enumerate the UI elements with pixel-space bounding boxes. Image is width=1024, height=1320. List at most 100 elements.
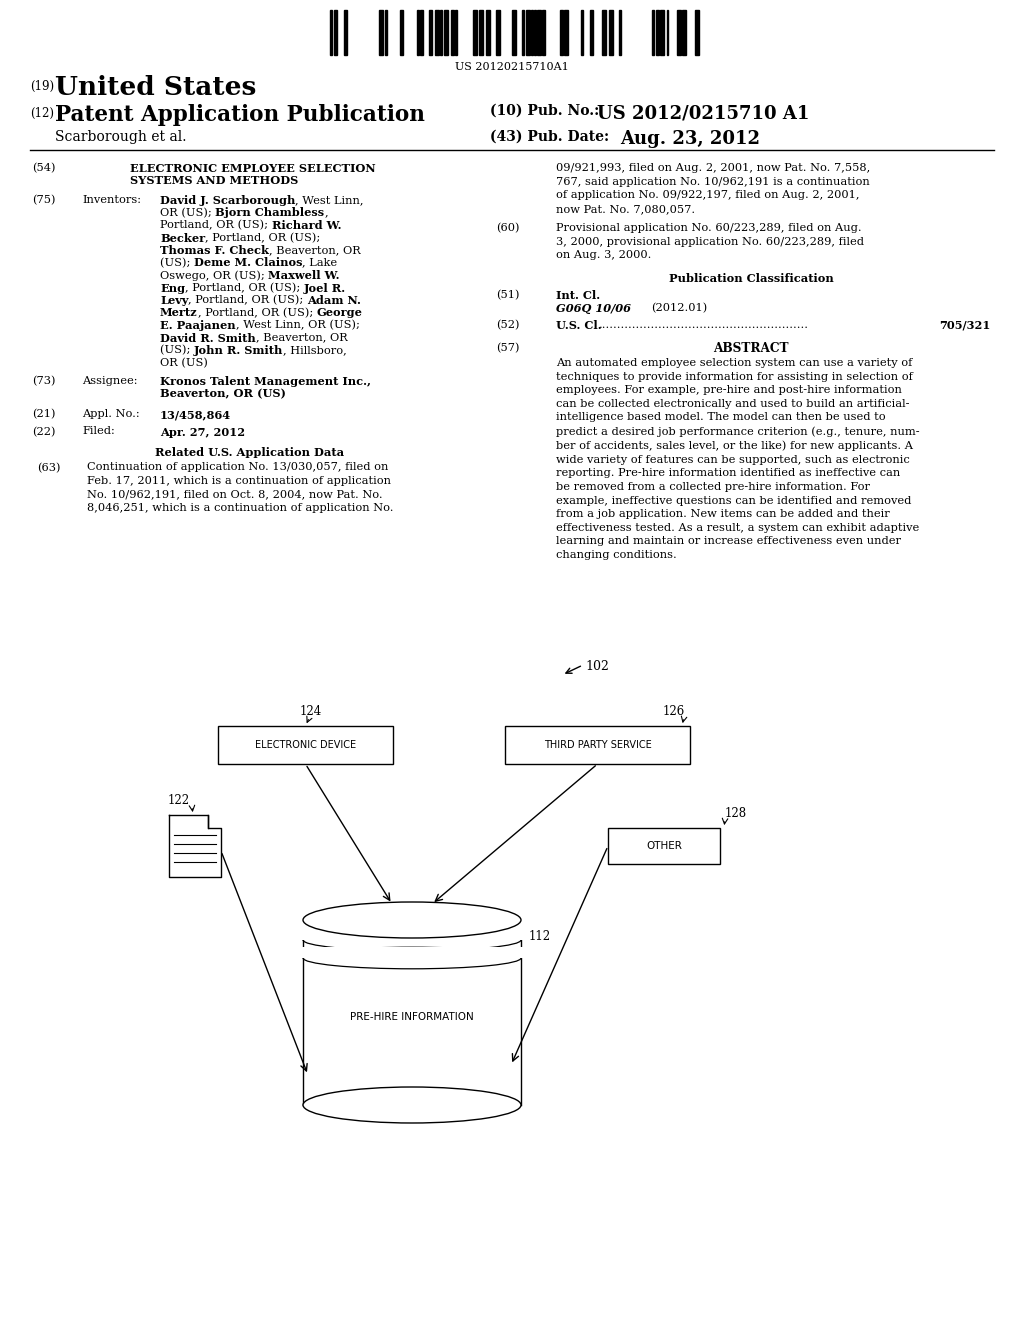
- Text: 112: 112: [529, 931, 551, 942]
- Text: 124: 124: [299, 705, 322, 718]
- Text: OTHER: OTHER: [646, 841, 682, 851]
- Text: Publication Classification: Publication Classification: [669, 272, 834, 284]
- Bar: [526, 11, 530, 55]
- Text: THIRD PARTY SERVICE: THIRD PARTY SERVICE: [544, 741, 651, 750]
- Bar: [695, 11, 699, 55]
- Bar: [443, 11, 447, 55]
- Text: 09/921,993, filed on Aug. 2, 2001, now Pat. No. 7,558,
767, said application No.: 09/921,993, filed on Aug. 2, 2001, now P…: [556, 162, 870, 214]
- Text: Maxwell W.: Maxwell W.: [268, 271, 340, 281]
- Text: ELECTRONIC EMPLOYEE SELECTION: ELECTRONIC EMPLOYEE SELECTION: [130, 162, 376, 174]
- Text: ,: ,: [325, 207, 328, 218]
- Text: (22): (22): [32, 426, 55, 437]
- Text: ABSTRACT: ABSTRACT: [714, 342, 788, 355]
- Bar: [560, 11, 563, 55]
- Text: OR (US): OR (US): [160, 358, 208, 368]
- Bar: [542, 11, 545, 55]
- Text: , Hillsboro,: , Hillsboro,: [284, 345, 347, 355]
- Text: Filed:: Filed:: [82, 426, 115, 437]
- Bar: [497, 11, 500, 55]
- Bar: [455, 11, 458, 55]
- Text: Appl. No.:: Appl. No.:: [82, 409, 139, 418]
- Text: ELECTRONIC DEVICE: ELECTRONIC DEVICE: [255, 741, 356, 750]
- Text: Becker: Becker: [160, 232, 205, 243]
- Text: Beaverton, OR (US): Beaverton, OR (US): [160, 388, 286, 400]
- Bar: [485, 11, 489, 55]
- Bar: [334, 11, 337, 55]
- Text: Mertz: Mertz: [160, 308, 198, 318]
- Bar: [620, 11, 621, 55]
- Bar: [385, 11, 387, 55]
- Bar: [379, 11, 383, 55]
- Text: Apr. 27, 2012: Apr. 27, 2012: [160, 426, 245, 437]
- Text: Assignee:: Assignee:: [82, 376, 137, 385]
- Ellipse shape: [303, 902, 521, 939]
- Text: (12): (12): [30, 107, 54, 120]
- Text: , Portland, OR (US);: , Portland, OR (US);: [205, 232, 321, 243]
- Bar: [609, 11, 613, 55]
- Bar: [522, 11, 524, 55]
- Bar: [667, 11, 669, 55]
- Bar: [451, 11, 454, 55]
- Text: (US);: (US);: [160, 257, 194, 268]
- Text: , West Linn,: , West Linn,: [295, 195, 364, 205]
- Text: OR (US);: OR (US);: [160, 207, 215, 218]
- Text: (54): (54): [32, 162, 55, 173]
- Bar: [417, 11, 419, 55]
- Text: David J. Scarborough: David J. Scarborough: [160, 195, 295, 206]
- Bar: [400, 11, 402, 55]
- Text: PRE-HIRE INFORMATION: PRE-HIRE INFORMATION: [350, 1012, 474, 1023]
- Bar: [655, 11, 658, 55]
- Text: Oswego, OR (US);: Oswego, OR (US);: [160, 271, 268, 281]
- Bar: [429, 11, 432, 55]
- Text: Related U.S. Application Data: Related U.S. Application Data: [156, 447, 344, 458]
- Text: United States: United States: [55, 75, 256, 100]
- Bar: [420, 11, 423, 55]
- Text: (2012.01): (2012.01): [651, 302, 708, 313]
- Text: (US);: (US);: [160, 345, 194, 355]
- Text: (75): (75): [32, 195, 55, 206]
- Text: An automated employee selection system can use a variety of
techniques to provid: An automated employee selection system c…: [556, 358, 920, 560]
- Text: Patent Application Publication: Patent Application Publication: [55, 104, 425, 125]
- Bar: [535, 11, 537, 55]
- Text: Kronos Talent Management Inc.,: Kronos Talent Management Inc.,: [160, 376, 371, 387]
- Bar: [682, 11, 686, 55]
- Text: Scarborough et al.: Scarborough et al.: [55, 129, 186, 144]
- Text: (43) Pub. Date:: (43) Pub. Date:: [490, 129, 609, 144]
- Bar: [440, 11, 442, 55]
- Text: Richard W.: Richard W.: [271, 220, 341, 231]
- Text: (51): (51): [496, 290, 519, 301]
- Bar: [435, 11, 439, 55]
- Bar: [538, 11, 541, 55]
- Text: US 2012/0215710 A1: US 2012/0215710 A1: [597, 104, 809, 121]
- Text: , Portland, OR (US);: , Portland, OR (US);: [198, 308, 316, 318]
- Text: U.S. Cl.: U.S. Cl.: [556, 319, 602, 331]
- Text: SYSTEMS AND METHODS: SYSTEMS AND METHODS: [130, 176, 298, 186]
- Bar: [660, 11, 664, 55]
- Bar: [602, 11, 606, 55]
- Text: (10) Pub. No.:: (10) Pub. No.:: [490, 104, 599, 117]
- Text: Deme M. Clainos: Deme M. Clainos: [194, 257, 302, 268]
- Text: , Beaverton, OR: , Beaverton, OR: [256, 333, 347, 342]
- Bar: [479, 11, 483, 55]
- Text: US 20120215710A1: US 20120215710A1: [455, 62, 569, 73]
- Text: 126: 126: [663, 705, 685, 718]
- Text: , West Linn, OR (US);: , West Linn, OR (US);: [236, 319, 359, 330]
- Text: (52): (52): [496, 319, 519, 330]
- Bar: [473, 11, 477, 55]
- Text: Joel R.: Joel R.: [304, 282, 346, 293]
- Bar: [652, 11, 654, 55]
- Text: David R. Smith: David R. Smith: [160, 333, 256, 343]
- Text: Int. Cl.: Int. Cl.: [556, 290, 600, 301]
- Bar: [678, 11, 681, 55]
- Bar: [564, 11, 568, 55]
- Text: , Portland, OR (US);: , Portland, OR (US);: [185, 282, 304, 293]
- Text: (57): (57): [496, 342, 519, 352]
- Text: 128: 128: [725, 807, 748, 820]
- Text: Adam N.: Adam N.: [307, 294, 361, 306]
- Text: G06Q 10/06: G06Q 10/06: [556, 302, 631, 314]
- Bar: [330, 11, 332, 55]
- Text: 122: 122: [168, 795, 190, 807]
- Text: 102: 102: [585, 660, 609, 673]
- Text: 705/321: 705/321: [939, 319, 990, 331]
- Text: George: George: [316, 308, 362, 318]
